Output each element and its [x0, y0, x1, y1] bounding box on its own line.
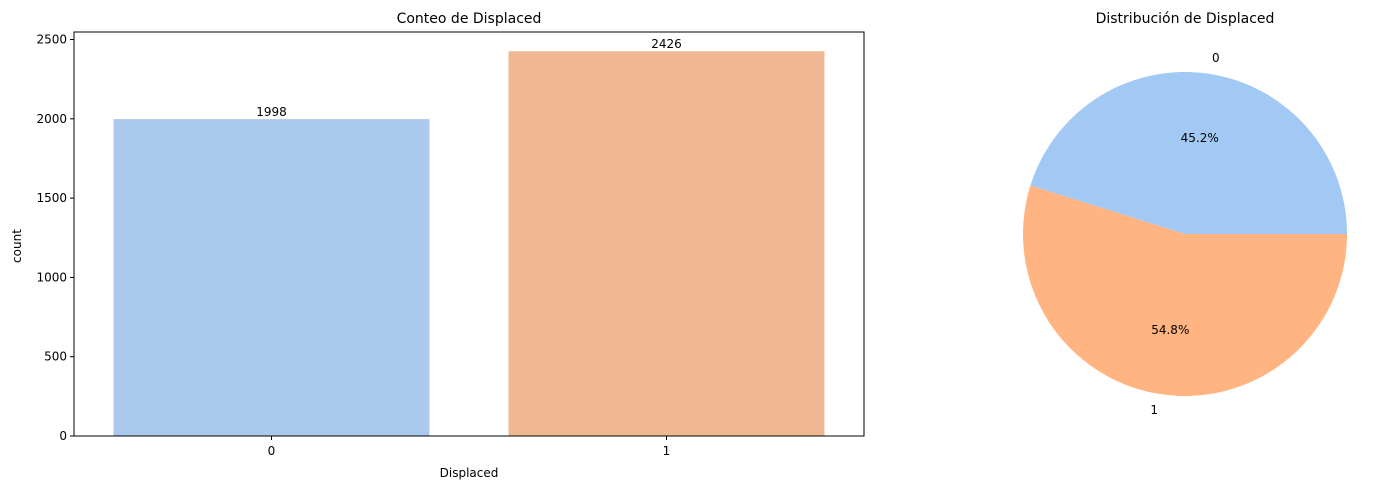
bar-y-tick-label: 1000 [36, 270, 67, 284]
bar-x-axis-label: Displaced [440, 466, 499, 480]
pie-category-label-0: 0 [1212, 51, 1220, 65]
pie-percent-label-0: 45.2% [1181, 131, 1219, 145]
bar-y-tick-label: 1500 [36, 191, 67, 205]
bar-plot-area: 1998 2426 0 500 1000 1500 2000 2500 0 1 [36, 31, 865, 458]
bar-y-axis-label: count [10, 229, 24, 263]
pie-slice-1 [1022, 185, 1347, 397]
pie-chart-title: Distribución de Displaced [1096, 11, 1275, 27]
bar-chart-title: Conteo de Displaced [397, 11, 542, 27]
bar-x-tick-label: 0 [268, 444, 276, 458]
bar-chart: Conteo de Displaced 1998 2426 0 500 1000 1500… [10, 11, 865, 480]
pie-plot-area: 45.2% 0 54.8% 1 [1022, 51, 1347, 417]
pie-chart: Distribución de Displaced 45.2% 0 54.8% 1 [1022, 11, 1347, 417]
bar-y-tick-label: 2000 [36, 112, 67, 126]
bar-axes-frame [73, 31, 865, 437]
bar-y-tick-label: 2500 [36, 33, 67, 47]
pie-slice-0 [1030, 72, 1347, 234]
bar-0 [113, 119, 430, 437]
bar-1 [508, 51, 825, 436]
bar-value-label-1: 2426 [651, 37, 682, 51]
bar-y-tick-label: 500 [44, 350, 67, 364]
bar-value-label-0: 1998 [256, 105, 287, 119]
pie-category-label-1: 1 [1150, 403, 1158, 417]
bar-x-tick-label: 1 [663, 444, 671, 458]
bar-y-tick-label: 0 [59, 429, 67, 443]
pie-percent-label-1: 54.8% [1151, 323, 1189, 337]
